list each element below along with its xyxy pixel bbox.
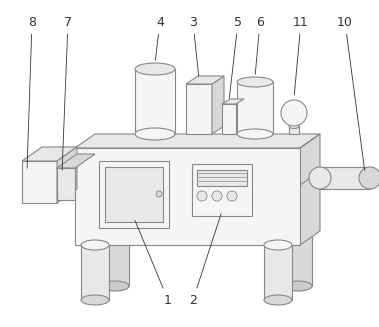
Circle shape [212,191,222,201]
Text: 5: 5 [229,15,242,98]
Bar [186,84,212,134]
Text: 2: 2 [189,214,221,306]
Bar [192,164,252,216]
Ellipse shape [237,129,273,139]
Ellipse shape [284,281,312,291]
Bar [289,126,299,134]
Bar [135,69,175,134]
Bar [197,170,247,186]
Bar [81,245,109,300]
Ellipse shape [264,240,292,250]
Circle shape [156,191,162,197]
Bar [105,167,163,222]
Polygon shape [186,76,224,84]
Polygon shape [222,99,244,104]
Ellipse shape [135,63,175,75]
Bar [320,167,370,189]
Text: 6: 6 [255,15,264,74]
Ellipse shape [81,240,109,250]
Ellipse shape [81,295,109,305]
Text: 8: 8 [27,15,36,168]
Bar [99,161,169,228]
Polygon shape [75,154,95,200]
Bar [22,161,57,203]
Ellipse shape [309,167,331,189]
Ellipse shape [135,128,175,140]
Ellipse shape [237,77,273,87]
Text: 4: 4 [155,15,164,60]
Text: 1: 1 [135,221,172,306]
Ellipse shape [101,281,129,291]
Polygon shape [75,134,320,148]
Ellipse shape [289,124,299,129]
Ellipse shape [264,295,292,305]
Bar [284,231,312,286]
Ellipse shape [359,167,379,189]
Text: 10: 10 [337,15,365,170]
Polygon shape [57,147,77,203]
Circle shape [227,191,237,201]
Circle shape [281,100,307,126]
Polygon shape [22,147,77,161]
Text: 7: 7 [62,15,72,170]
Bar [264,245,292,300]
Bar [75,148,300,245]
Text: 11: 11 [293,15,309,95]
Polygon shape [300,134,320,245]
Text: 3: 3 [189,15,199,76]
Bar [237,82,273,134]
Bar [101,231,129,286]
Polygon shape [57,154,95,168]
Circle shape [197,191,207,201]
Bar [222,104,236,134]
Bar [57,168,75,200]
Polygon shape [212,76,224,134]
